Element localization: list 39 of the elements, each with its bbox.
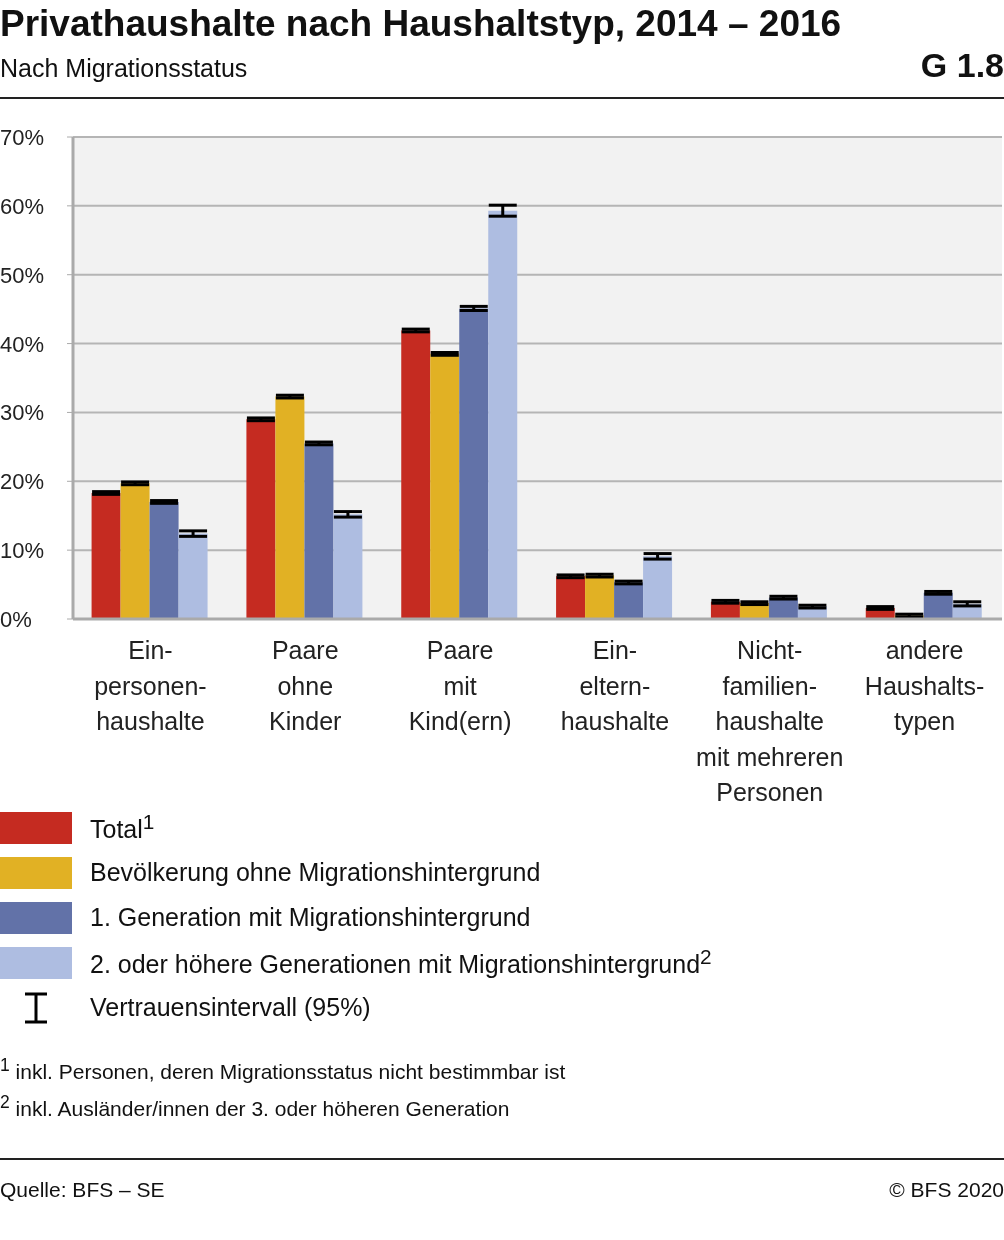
legend-label: Bevölkerung ohne Migrationshintergrund	[90, 858, 541, 887]
bar	[430, 353, 460, 619]
y-tick-label: 60%	[0, 193, 45, 219]
text: $^{1}$ inkl. Personen, deren Migrationsstatus nicht bestimmbar ist	[0, 1055, 566, 1083]
bar	[488, 210, 518, 619]
text: Vertrauensintervall (95%)	[90, 993, 371, 1022]
source-note: Quelle: BFS – SE	[0, 1178, 165, 1202]
legend-label: Total$^{1}$	[90, 810, 155, 845]
text: © BFS 2020	[889, 1178, 1004, 1202]
chart-subtitle: Nach Migrationsstatus	[0, 54, 248, 82]
bar	[178, 533, 208, 619]
text: G 1.8	[920, 46, 1004, 84]
chart-title: Privathaushalte nach Haushaltstyp, 2014 – 2016	[0, 3, 842, 44]
x-tick-label: Paare mit Kind(ern)	[408, 636, 512, 735]
bar	[120, 483, 150, 619]
y-tick-label: 0%	[0, 607, 32, 632]
bar	[246, 419, 276, 619]
x-tick-label: andere Haushalts- typen	[864, 636, 985, 735]
bar	[304, 443, 334, 619]
bar	[275, 396, 305, 619]
text: $^{2}$ inkl. Ausländer/innen der 3. oder höheren Generation	[0, 1092, 510, 1120]
y-tick-label: 40%	[0, 331, 45, 357]
bar	[91, 492, 121, 619]
x-tick-label: Ein- personen- haushalte	[94, 636, 207, 735]
legend-label: 1. Generation mit Migrationshintergrund	[90, 903, 531, 932]
y-tick-label: 10%	[0, 538, 45, 564]
bar	[643, 556, 673, 619]
x-tick-label: Paare ohne Kinder	[269, 636, 342, 735]
y-tick-label: 20%	[0, 469, 45, 495]
bar	[333, 514, 363, 619]
y-tick-label: 70%	[0, 125, 45, 150]
bar	[149, 501, 179, 619]
x-tick-label: Ein- eltern- haushalte	[560, 636, 670, 735]
bar	[459, 308, 489, 619]
legend-label: 2. oder höhere Generationen mit Migrationshintergrund$^{2}$	[90, 945, 712, 980]
bar	[401, 330, 431, 619]
y-tick-label: 50%	[0, 262, 45, 288]
y-tick-label: 30%	[0, 400, 45, 426]
x-tick-label: Nicht- familien- haushalte mit mehreren Personen	[696, 636, 844, 806]
